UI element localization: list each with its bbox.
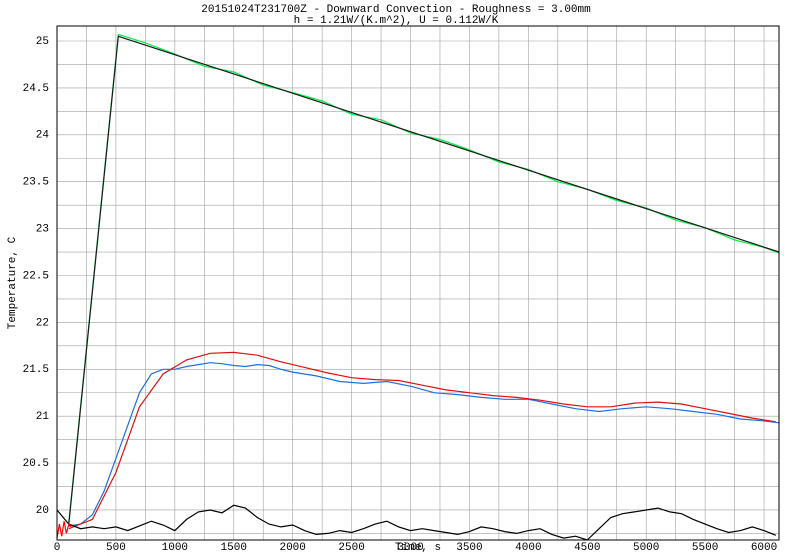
x-tick-label: 0 <box>54 542 61 554</box>
y-tick-label: 20 <box>36 505 49 517</box>
series-line <box>68 362 780 527</box>
y-tick-label: 22.5 <box>23 270 49 282</box>
x-tick-label: 2000 <box>279 542 305 554</box>
series-line <box>68 35 780 525</box>
series-line <box>56 521 72 539</box>
y-tick-label: 21.5 <box>23 364 49 376</box>
series-line <box>68 351 776 530</box>
series-line <box>56 504 777 541</box>
y-tick-label: 23.5 <box>23 177 49 189</box>
x-tick-label: 4000 <box>515 542 541 554</box>
y-tick-label: 23 <box>36 224 49 236</box>
y-tick-label: 25 <box>36 36 49 48</box>
x-tick-label: 1000 <box>162 542 188 554</box>
x-tick-label: 5000 <box>633 542 659 554</box>
x-axis-label: Time, s <box>395 542 441 554</box>
x-tick-label: 2500 <box>338 542 364 554</box>
y-tick-label: 20.5 <box>23 458 49 470</box>
x-tick-label: 3500 <box>456 542 482 554</box>
y-tick-label: 22 <box>36 317 49 329</box>
y-tick-label: 21 <box>36 411 50 423</box>
chart-title: 20151024T231700Z - Downward Convection -… <box>201 4 591 16</box>
x-tick-label: 3000 <box>397 542 423 554</box>
y-tick-label: 24.5 <box>23 83 49 95</box>
x-tick-label: 5500 <box>692 542 718 554</box>
y-axis-label: Temperature, C <box>7 236 19 329</box>
chart-subtitle: h = 1.21W/(K.m^2), U = 0.112W/K <box>294 15 499 27</box>
x-tick-label: 1500 <box>221 542 247 554</box>
plot-frame <box>56 25 780 541</box>
x-tick-label: 4500 <box>574 542 600 554</box>
series-line <box>68 33 780 523</box>
y-tick-label: 24 <box>36 130 50 142</box>
x-tick-label: 500 <box>106 542 126 554</box>
x-tick-label: 6000 <box>751 542 777 554</box>
